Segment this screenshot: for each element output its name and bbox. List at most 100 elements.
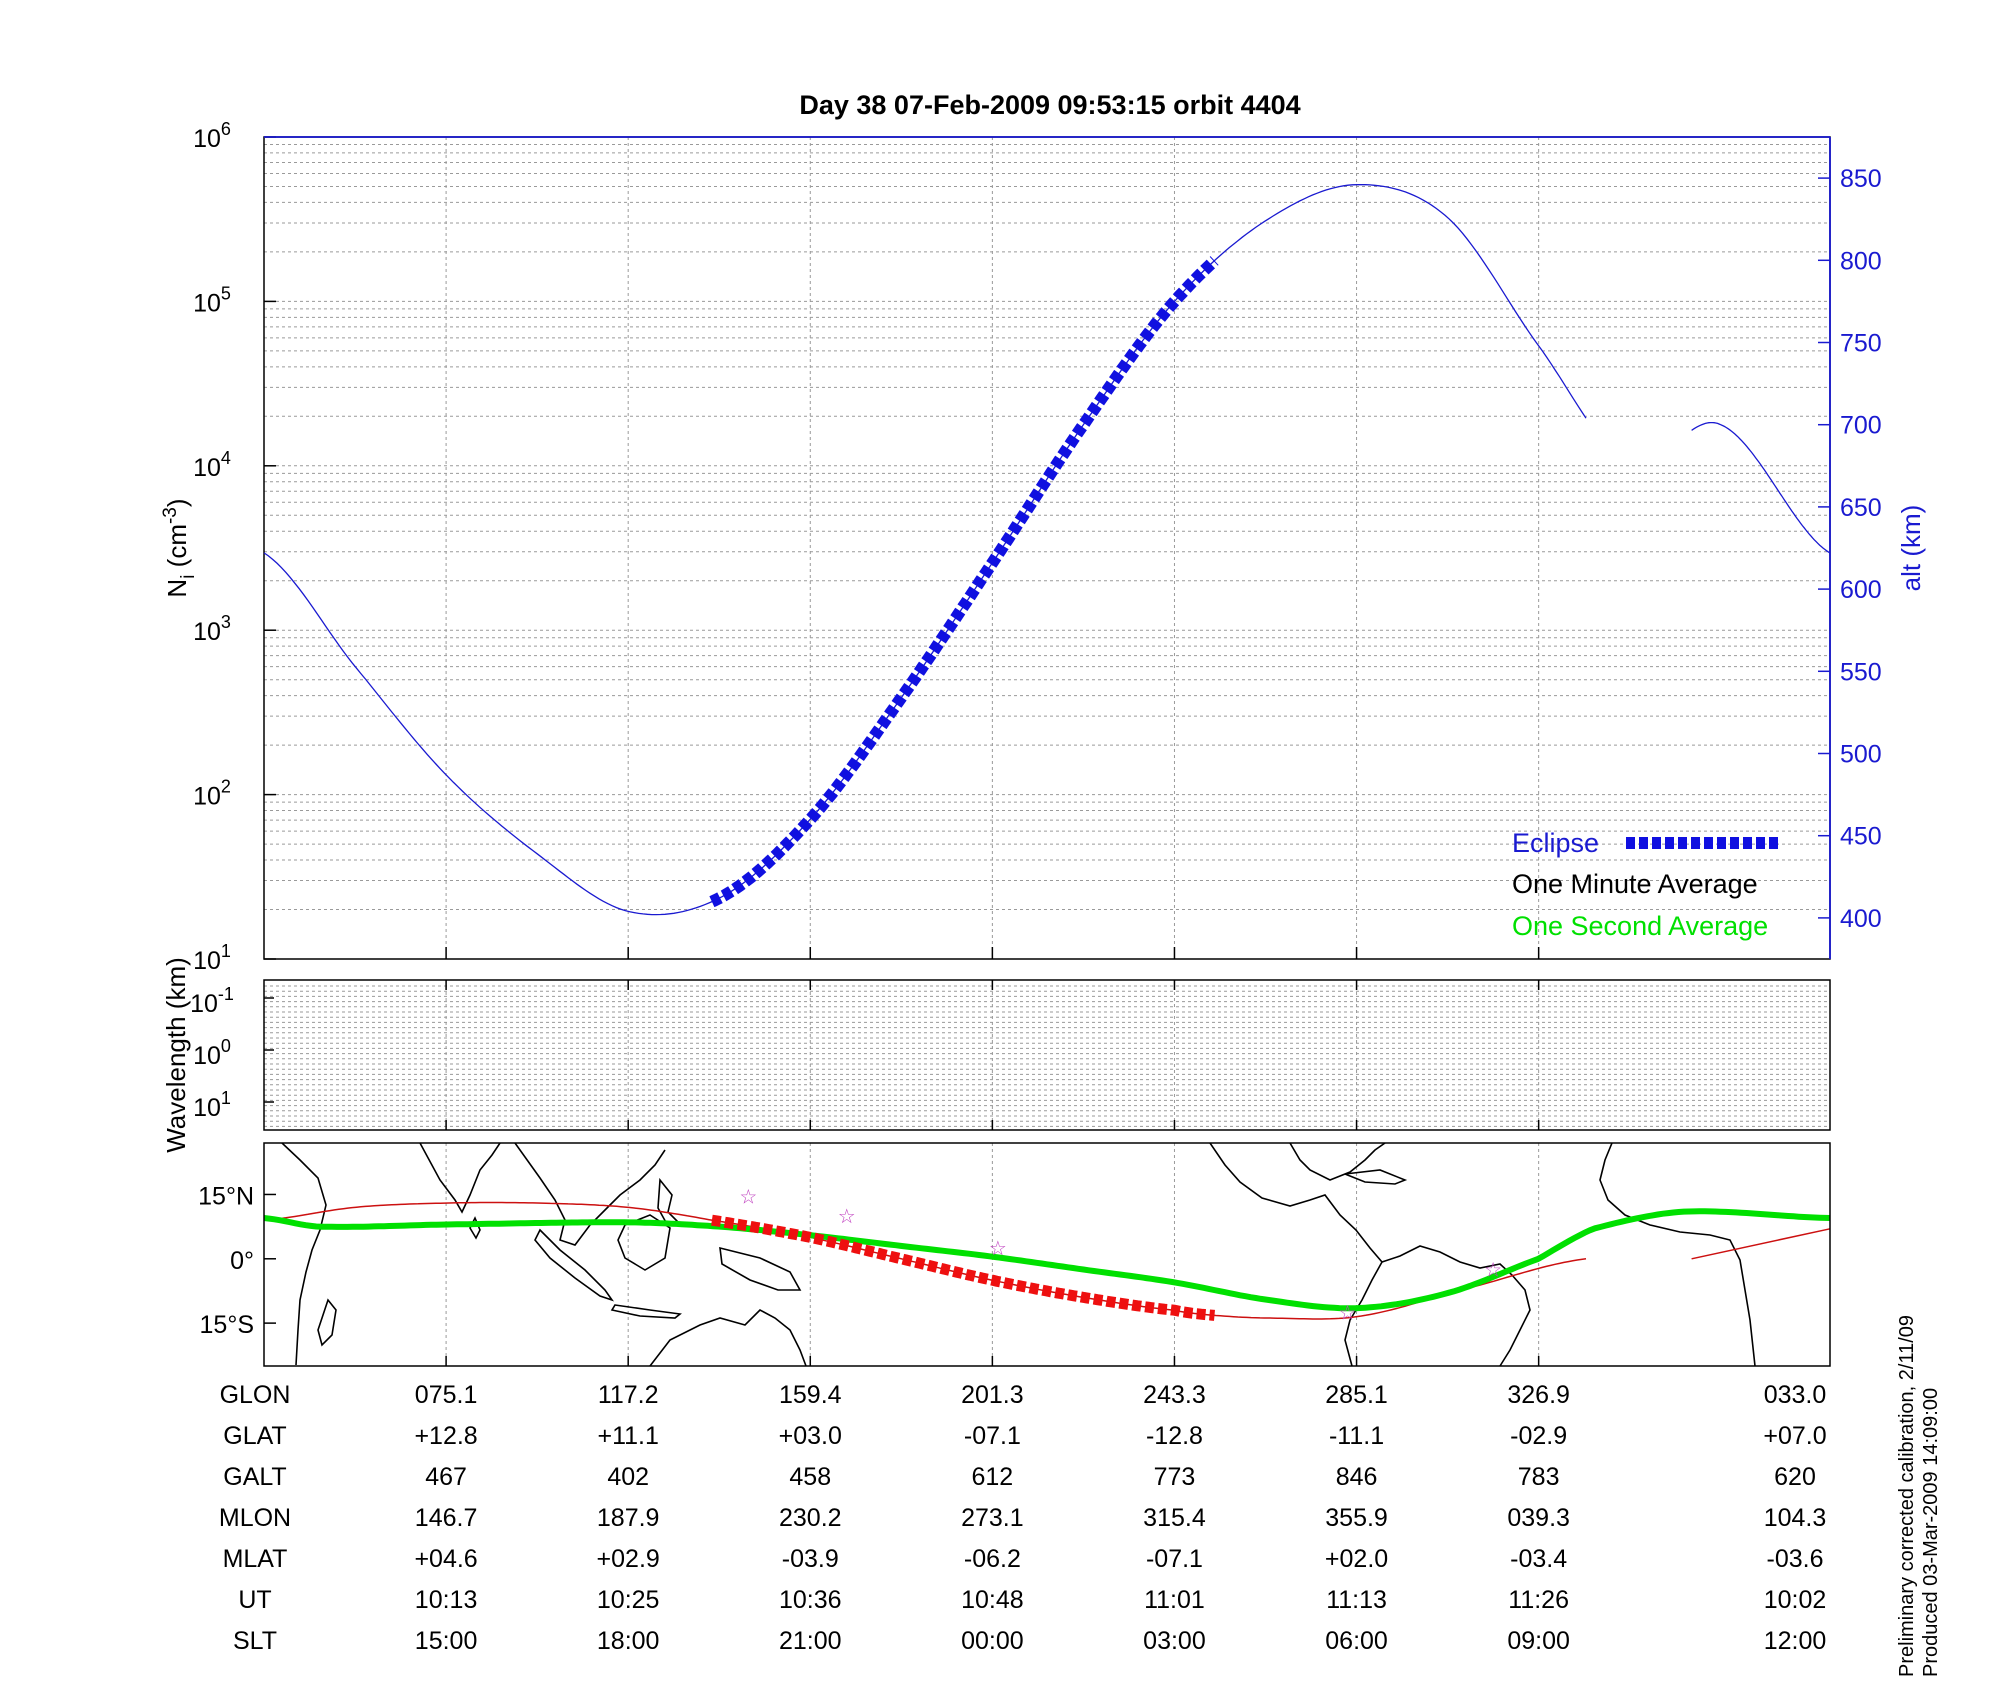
south-america-coast: [1381, 1245, 1531, 1367]
map-y-ticks: 15°N 0° 15°S: [198, 1182, 276, 1339]
philippines: [657, 1177, 680, 1228]
table-cell: 402: [607, 1463, 649, 1491]
tick-base: 10: [193, 947, 221, 975]
table-cell: +11.1: [597, 1422, 658, 1450]
eclipse-segment: [709, 256, 1219, 908]
africa-coast: [281, 1142, 327, 1366]
map-y-tick-label: 0°: [230, 1247, 254, 1275]
table-cell: 243.3: [1143, 1381, 1206, 1409]
table-cell: -06.2: [964, 1545, 1021, 1573]
indochina-coast: [514, 1142, 666, 1246]
table-cell: 10:25: [597, 1586, 660, 1614]
table-row-label: GLAT: [223, 1422, 286, 1450]
table-cell: 783: [1518, 1463, 1560, 1491]
density-y-label-unit: (cm: [162, 524, 192, 575]
sumatra: [534, 1228, 615, 1302]
central-america-coast: [1209, 1142, 1383, 1263]
table-cell: -11.1: [1329, 1422, 1384, 1450]
track-star-marker: ☆: [739, 1187, 757, 1209]
tick-exponent: 5: [221, 283, 231, 303]
altitude-y-tick-label: 850: [1840, 165, 1882, 193]
table-cell: 612: [972, 1463, 1014, 1491]
density-y-tick-label: 104: [193, 448, 231, 482]
table-row-label: MLAT: [223, 1545, 288, 1573]
table-cell: 15:00: [415, 1627, 478, 1655]
altitude-y-tick-label: 500: [1840, 741, 1882, 769]
wavelength-x-ticks: [445, 980, 1540, 1130]
table-cell: 00:00: [961, 1627, 1024, 1655]
orbit-track: [263, 1201, 1587, 1320]
table-row-label: UT: [238, 1586, 271, 1614]
table-cell: +12.8: [414, 1422, 477, 1450]
borneo: [617, 1214, 671, 1271]
table-cell: 355.9: [1325, 1504, 1388, 1532]
tick-exponent: -1: [218, 984, 234, 1004]
map-plot-frame: [263, 1142, 1831, 1367]
density-y-label-close: ): [162, 498, 192, 507]
table-cell: 326.9: [1507, 1381, 1570, 1409]
tick-base: 10: [193, 289, 221, 317]
table-cell: -12.8: [1146, 1422, 1203, 1450]
table-cell: 03:00: [1143, 1627, 1206, 1655]
tick-exponent: 4: [221, 448, 231, 468]
eclipse-track: [711, 1214, 1215, 1321]
track-star-marker: ☆: [989, 1238, 1007, 1260]
table-row-label: MLON: [219, 1504, 291, 1532]
altitude-y-tick-label: 750: [1840, 330, 1882, 358]
table-cell: 773: [1154, 1463, 1196, 1491]
tick-exponent: 1: [221, 941, 231, 961]
table-cell: -02.9: [1510, 1422, 1567, 1450]
table-row-label: GLON: [220, 1381, 291, 1409]
table-cell: 315.4: [1143, 1504, 1206, 1532]
altitude-y-tick-label: 400: [1840, 905, 1882, 933]
table-cell: +02.9: [597, 1545, 660, 1573]
table-cell: 187.9: [597, 1504, 660, 1532]
table-cell: +04.6: [414, 1545, 477, 1573]
density-y-label-main: N: [162, 579, 192, 598]
table-cell: 230.2: [779, 1504, 842, 1532]
tick-base: 10: [193, 783, 221, 811]
legend-one-minute: One Minute Average: [1512, 869, 1758, 899]
table-cell: -07.1: [964, 1422, 1021, 1450]
table-cell: +03.0: [779, 1422, 842, 1450]
orbit-track-continued: [1691, 1228, 1831, 1260]
density-y-label-exp: -3: [160, 507, 181, 524]
table-cell: 21:00: [779, 1627, 842, 1655]
legend-eclipse: Eclipse: [1512, 828, 1599, 858]
wavelength-gridlines: [264, 985, 1830, 1127]
table-cell: 10:02: [1764, 1586, 1827, 1614]
table-cell: -03.4: [1510, 1545, 1567, 1573]
one-second-average-track: [263, 1208, 1831, 1312]
track-star-marker: ☆: [838, 1206, 856, 1228]
wavelength-plot-frame: [263, 979, 1831, 1131]
table-cell: 11:13: [1326, 1586, 1387, 1614]
side-note-line2: Produced 03-Mar-2009 14:09:00: [1920, 1388, 1942, 1677]
wavelength-y-tick-label: 10-1: [190, 984, 234, 1018]
tick-base: 10: [193, 454, 221, 482]
map-y-tick-label: 15°N: [198, 1182, 254, 1210]
orbit-parameter-table: GLON 075.1 117.2 159.4 201.3 243.3 285.1 326.9 0…: [219, 1381, 1827, 1655]
table-cell: 201.3: [961, 1381, 1024, 1409]
table-cell: +02.0: [1325, 1545, 1388, 1573]
tick-exponent: 1: [221, 1088, 231, 1108]
table-cell: 146.7: [415, 1504, 478, 1532]
table-cell: 620: [1774, 1463, 1816, 1491]
table-cell: 18:00: [597, 1627, 660, 1655]
new-guinea: [719, 1246, 802, 1291]
altitude-line-continued: [1691, 421, 1831, 554]
tick-exponent: 0: [221, 1036, 231, 1056]
table-cell: 285.1: [1325, 1381, 1388, 1409]
legend-one-second: One Second Average: [1512, 911, 1768, 941]
map-x-ticks: [445, 1356, 1540, 1366]
chart-title: Day 38 07-Feb-2009 09:53:15 orbit 4404: [799, 90, 1300, 120]
wavelength-y-tick-label: 100: [193, 1036, 231, 1070]
density-x-ticks: [445, 947, 1540, 959]
altitude-y-tick-label: 800: [1840, 247, 1882, 275]
wavelength-y-tick-label: 101: [193, 1088, 231, 1122]
table-row-label: GALT: [223, 1463, 286, 1491]
table-cell: 06:00: [1325, 1627, 1388, 1655]
